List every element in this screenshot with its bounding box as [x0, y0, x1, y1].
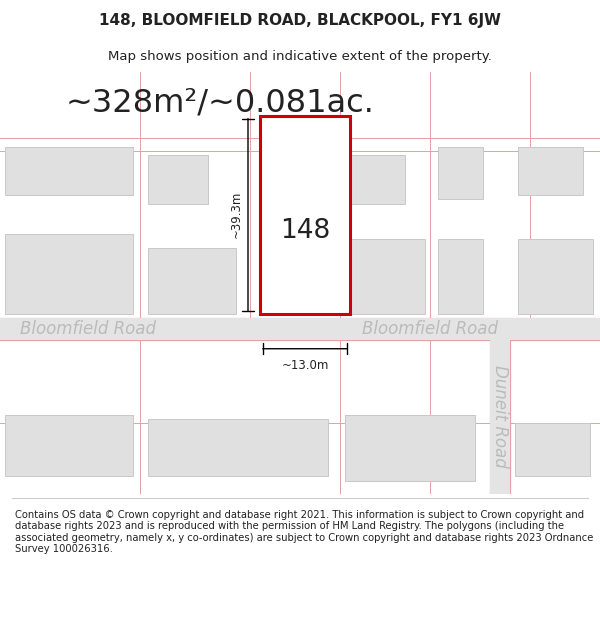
Bar: [438, 147, 483, 199]
Bar: [515, 424, 590, 476]
Bar: [0, 318, 600, 340]
Bar: [148, 419, 328, 476]
Text: Bloomfield Road: Bloomfield Road: [20, 320, 156, 338]
Bar: [345, 414, 475, 481]
Bar: [148, 248, 236, 314]
Text: ~13.0m: ~13.0m: [281, 359, 329, 372]
Text: ~328m²/~0.081ac.: ~328m²/~0.081ac.: [65, 87, 374, 118]
Bar: [490, 340, 510, 494]
Text: 148: 148: [280, 217, 330, 244]
Text: Duneit Road: Duneit Road: [491, 365, 509, 468]
Bar: [350, 239, 425, 314]
Text: Map shows position and indicative extent of the property.: Map shows position and indicative extent…: [108, 49, 492, 62]
Bar: [5, 234, 133, 314]
Bar: [345, 414, 475, 476]
Text: 148, BLOOMFIELD ROAD, BLACKPOOL, FY1 6JW: 148, BLOOMFIELD ROAD, BLACKPOOL, FY1 6JW: [99, 12, 501, 28]
Text: Contains OS data © Crown copyright and database right 2021. This information is : Contains OS data © Crown copyright and d…: [15, 509, 593, 554]
Bar: [5, 414, 133, 476]
Bar: [350, 156, 405, 204]
Bar: [148, 156, 208, 204]
Text: ~39.3m: ~39.3m: [230, 191, 243, 238]
Bar: [518, 239, 593, 314]
Bar: [5, 147, 133, 195]
Text: Bloomfield Road: Bloomfield Road: [362, 320, 498, 338]
Bar: [438, 239, 483, 314]
Bar: [518, 147, 583, 195]
Bar: [260, 116, 350, 314]
